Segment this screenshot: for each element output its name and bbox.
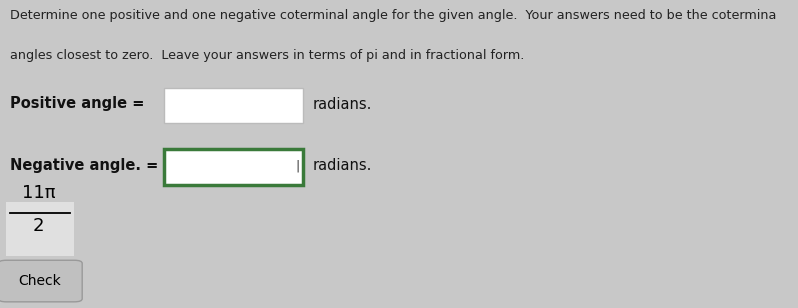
Text: radians.: radians. xyxy=(313,158,372,173)
Text: radians.: radians. xyxy=(313,97,372,111)
Text: angles closest to zero.  Leave your answers in terms of pi and in fractional for: angles closest to zero. Leave your answe… xyxy=(10,49,524,62)
Text: 2: 2 xyxy=(33,217,44,235)
FancyBboxPatch shape xyxy=(0,260,82,302)
Text: Positive angle =: Positive angle = xyxy=(10,96,144,111)
Text: |: | xyxy=(295,159,299,172)
Text: Check: Check xyxy=(18,274,61,288)
FancyBboxPatch shape xyxy=(6,202,74,256)
FancyBboxPatch shape xyxy=(164,149,303,185)
Text: Determine one positive and one negative coterminal angle for the given angle.  Y: Determine one positive and one negative … xyxy=(10,9,776,22)
Text: 11π: 11π xyxy=(22,184,55,202)
Text: Negative angle. =: Negative angle. = xyxy=(10,158,158,173)
FancyBboxPatch shape xyxy=(164,88,303,123)
